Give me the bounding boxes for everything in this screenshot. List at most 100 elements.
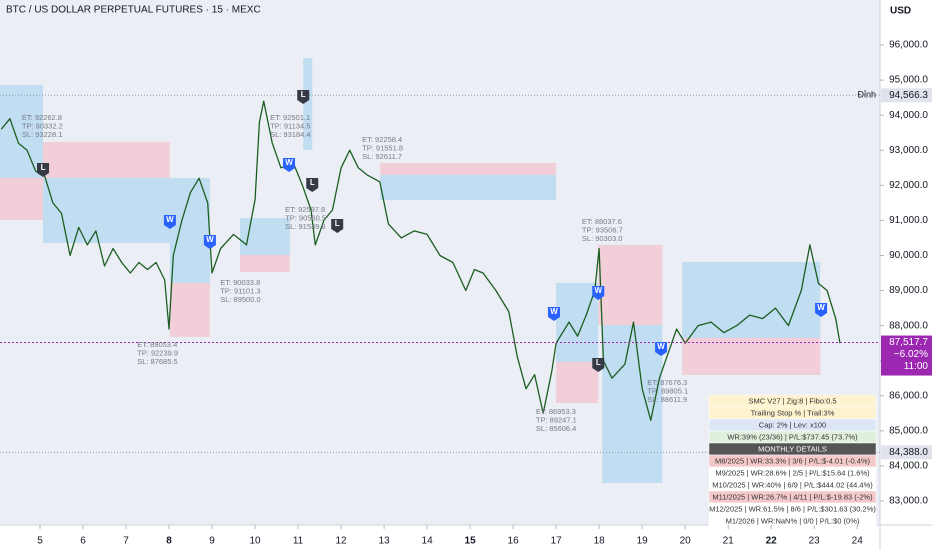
trade-annotation: TP: 91551.8 xyxy=(362,143,403,152)
trade-marker-label: W xyxy=(206,235,214,244)
trade-zone xyxy=(556,361,599,403)
trade-annotation: TP: 90560.5 xyxy=(285,213,326,222)
trade-zone xyxy=(682,261,821,338)
y-tick-label: 95,000.0 xyxy=(889,75,928,86)
trade-marker xyxy=(203,234,216,249)
info-row-text: M12/2025 | WR:61.5% | 8/6 | P/L:$301.63 … xyxy=(709,504,876,513)
x-tick-label: 15 xyxy=(465,536,477,547)
info-row-text: MONTHLY DETAILS xyxy=(758,444,827,453)
trade-marker-label: W xyxy=(594,286,602,295)
trade-zone xyxy=(43,177,170,243)
trade-annotation: ET: 88037.6 xyxy=(582,217,622,226)
info-row-text: Trailing Stop % | Trail:3% xyxy=(751,408,835,417)
x-tick-label: 9 xyxy=(209,536,215,547)
trade-annotation: TP: 91101.3 xyxy=(220,286,260,295)
info-row-text: SMC V27 | Zig:8 | Fibo:0.5 xyxy=(748,396,836,405)
y-tick-label: 89,000.0 xyxy=(889,285,928,296)
trade-annotation: SL: 91539.8 xyxy=(285,222,325,231)
y-tick-label: 88,000.0 xyxy=(889,320,928,331)
trade-marker xyxy=(331,219,344,234)
trade-annotation: SL: 89500.0 xyxy=(220,295,260,304)
info-row-text: Cap: 2% | Lev: x100 xyxy=(759,420,826,429)
trade-annotation: TP: 91134.5 xyxy=(270,121,310,130)
y-tick-label: 92,000.0 xyxy=(889,180,928,191)
zones xyxy=(0,57,821,483)
trade-annotation: SL: 87685.5 xyxy=(137,357,177,366)
info-row-text: M9/2025 | WR:28.6% | 2/5 | P/L:$15.64 (1… xyxy=(715,468,870,477)
trade-zone xyxy=(43,141,170,178)
trade-marker xyxy=(592,285,605,300)
x-tick-label: 22 xyxy=(766,536,778,547)
trade-annotation: TP: 89247.1 xyxy=(536,415,577,424)
x-tick-label: 10 xyxy=(249,536,261,547)
last-price-badge xyxy=(881,335,932,376)
trade-zone xyxy=(169,282,210,337)
y-tick-label: 86,000.0 xyxy=(889,390,928,401)
level-badge xyxy=(881,445,932,460)
trade-marker-label: L xyxy=(301,90,306,99)
y-tick-label: 85,000.0 xyxy=(889,425,928,436)
level-label: 94,566.3 xyxy=(889,90,928,101)
chart-title: BTC / US DOLLAR PERPETUAL FUTURES · 15 ·… xyxy=(6,5,261,16)
y-tick-label: 94,000.0 xyxy=(889,110,928,121)
currency[interactable]: USD xyxy=(890,6,911,17)
trade-marker xyxy=(547,306,560,321)
trade-marker xyxy=(655,341,668,356)
x-tick-label: 21 xyxy=(723,536,735,547)
trade-zone xyxy=(240,254,290,272)
x-tick-label: 16 xyxy=(508,536,520,547)
trade-annotation: ET: 92597.8 xyxy=(285,205,325,214)
trade-zone xyxy=(380,174,557,201)
y-tick-label: 90,000.0 xyxy=(889,250,928,261)
info-row-text: M1/2026 | WR:NaN% | 0/0 | P/L:$0 (0%) xyxy=(726,516,860,525)
info-row-text: M8/2025 | WR:33.3% | 3/6 | P/L:$-4.01 (-… xyxy=(715,456,871,465)
x-tick-label: 12 xyxy=(336,536,348,547)
trade-marker-label: W xyxy=(550,307,558,316)
last-price-change: −6.02% xyxy=(894,349,928,360)
info-row-text: M11/2025 | WR:26.7% | 4/11 | P/L:$-19.83… xyxy=(712,492,873,501)
x-tick-label: 5 xyxy=(37,536,43,547)
trade-annotation: TP: 93506.7 xyxy=(582,225,623,234)
trade-marker xyxy=(163,214,176,229)
trade-marker-label: W xyxy=(166,215,174,224)
x-tick-label: 6 xyxy=(80,536,86,547)
trade-annotation: ET: 92501.1 xyxy=(270,113,310,122)
trade-annotation: TP: 90332.2 xyxy=(22,121,63,130)
x-tick-label: 18 xyxy=(594,536,606,547)
level-badge xyxy=(881,88,932,103)
y-tick-label: 93,000.0 xyxy=(889,145,928,156)
trade-zone xyxy=(380,162,557,175)
x-tick-label: 13 xyxy=(379,536,391,547)
trade-annotation: ET: 87676.3 xyxy=(647,378,687,387)
trade-zone xyxy=(556,282,599,362)
trade-annotation: SL: 93184.4 xyxy=(270,130,310,139)
trade-marker xyxy=(297,89,310,104)
x-tick-label: 24 xyxy=(852,536,864,547)
y-tick-label: 84,000.0 xyxy=(889,461,928,472)
last-price-label: 87,517.7 xyxy=(889,337,928,348)
time-axis-background xyxy=(0,525,880,550)
x-tick-label: 14 xyxy=(422,536,434,547)
trade-annotation: TP: 89805.1 xyxy=(647,386,688,395)
overlay: ET: 92262.8TP: 90332.2SL: 93228.1 ET: 925… xyxy=(22,89,877,528)
x-tick-label: 20 xyxy=(680,536,692,547)
trade-zone xyxy=(0,177,44,221)
trade-annotation: SL: 93228.1 xyxy=(22,130,62,139)
trade-zone xyxy=(303,57,313,150)
last-price-time: 11:00 xyxy=(904,361,929,372)
info-row-text: M10/2025 | WR:40% | 6/9 | P/L:$444.02 (4… xyxy=(712,480,873,489)
trade-annotation: ET: 86953.3 xyxy=(536,407,576,416)
x-tick-label: 23 xyxy=(809,536,821,547)
y-tick-label: 83,000.0 xyxy=(889,496,928,507)
trade-marker xyxy=(283,158,296,173)
info-row xyxy=(708,514,877,528)
trade-marker-label: L xyxy=(335,219,340,228)
trade-zone xyxy=(602,324,663,483)
trade-zone xyxy=(598,244,663,325)
x-tick-label: 17 xyxy=(551,536,563,547)
trade-annotation: SL: 85606.4 xyxy=(536,424,576,433)
x-tick-label: 7 xyxy=(123,536,129,547)
x-tick-label: 19 xyxy=(637,536,649,547)
level-label: 84,388.0 xyxy=(889,447,928,458)
